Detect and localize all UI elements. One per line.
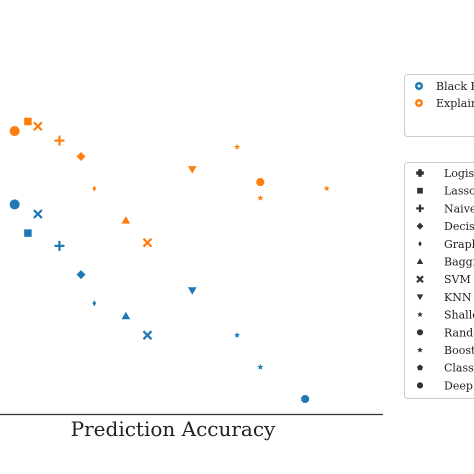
group-legend: Black Bo Explaina (404, 74, 474, 137)
legend-label: Deep (444, 379, 473, 392)
legend-marker (417, 311, 423, 318)
data-points (9, 117, 330, 403)
model-legend-item: Naive (416, 202, 474, 215)
legend-marker (417, 329, 423, 336)
group-legend-frame (404, 74, 474, 137)
data-point (187, 287, 197, 295)
legend-label: Shallo (444, 309, 474, 322)
data-point (121, 311, 131, 320)
data-point (24, 229, 32, 237)
model-legend-item: Baggi (416, 256, 474, 269)
model-legend-item: Boost (417, 344, 474, 357)
data-point (187, 166, 197, 174)
data-point (33, 121, 43, 132)
data-point (54, 240, 65, 251)
legend-marker (416, 364, 424, 371)
legend-marker (416, 258, 424, 264)
model-legend-item: KNN (416, 291, 472, 304)
model-legend-item: Shallo (417, 309, 474, 322)
data-point (9, 126, 20, 137)
group-legend-item: Explaina (415, 97, 474, 110)
data-point (257, 363, 264, 370)
data-point (92, 185, 97, 192)
model-legend: Logist Lasso Naive Decisi Graph Baggi SVM KNN Sh… (404, 162, 474, 399)
data-point (76, 270, 86, 280)
data-point (33, 209, 43, 219)
model-legend-item: Deep (417, 379, 473, 392)
model-legend-frame (404, 162, 474, 399)
legend-marker (417, 382, 423, 389)
legend-label: Boost (444, 344, 474, 357)
model-legend-item: Rando (417, 326, 474, 339)
data-point (256, 178, 265, 187)
legend-label: Lasso (444, 185, 474, 198)
data-point (323, 185, 330, 192)
model-legend-item: Logist (416, 167, 474, 180)
legend-label: Baggi (444, 256, 474, 269)
series-black-box (9, 199, 310, 403)
legend-label: Rando (444, 326, 474, 339)
legend-label: Logist (444, 167, 474, 180)
model-legend-item: Graph (418, 238, 474, 251)
data-point (301, 395, 310, 403)
x-axis-label: Prediction Accuracy (71, 417, 276, 441)
data-point (142, 237, 153, 248)
data-point (9, 199, 20, 210)
model-legend-item: Lasso (417, 185, 474, 198)
legend-swatch (415, 82, 423, 90)
legend-swatch (415, 99, 423, 107)
legend-marker (418, 240, 422, 247)
data-point (121, 216, 131, 224)
data-point (92, 300, 97, 307)
legend-marker (417, 346, 423, 353)
legend-label: Decisi (444, 220, 474, 233)
model-legend-item: Classi (416, 362, 474, 375)
data-point (257, 194, 264, 201)
legend-label: Explaina (436, 97, 474, 110)
legend-marker (416, 204, 424, 213)
legend-label: Naive (444, 202, 474, 215)
model-legend-item: SVM (416, 273, 471, 286)
data-point (24, 117, 32, 126)
legend-marker (416, 275, 424, 284)
legend-label: SVM (444, 273, 471, 286)
legend-marker (416, 294, 424, 301)
legend-marker (417, 187, 423, 194)
model-legend-item: Decisi (416, 220, 474, 233)
group-legend-item: Black Bo (415, 80, 474, 93)
legend-marker (416, 222, 424, 230)
data-point (234, 332, 241, 338)
data-point (142, 330, 153, 340)
legend-marker (416, 169, 424, 177)
data-point (54, 135, 65, 146)
legend-label: KNN (444, 291, 472, 304)
legend-label: Classi (444, 362, 474, 375)
data-point (234, 143, 241, 150)
legend-label: Graph (444, 238, 474, 251)
legend-label: Black Bo (436, 80, 474, 93)
data-point (76, 152, 86, 162)
series-explainable (9, 117, 330, 248)
